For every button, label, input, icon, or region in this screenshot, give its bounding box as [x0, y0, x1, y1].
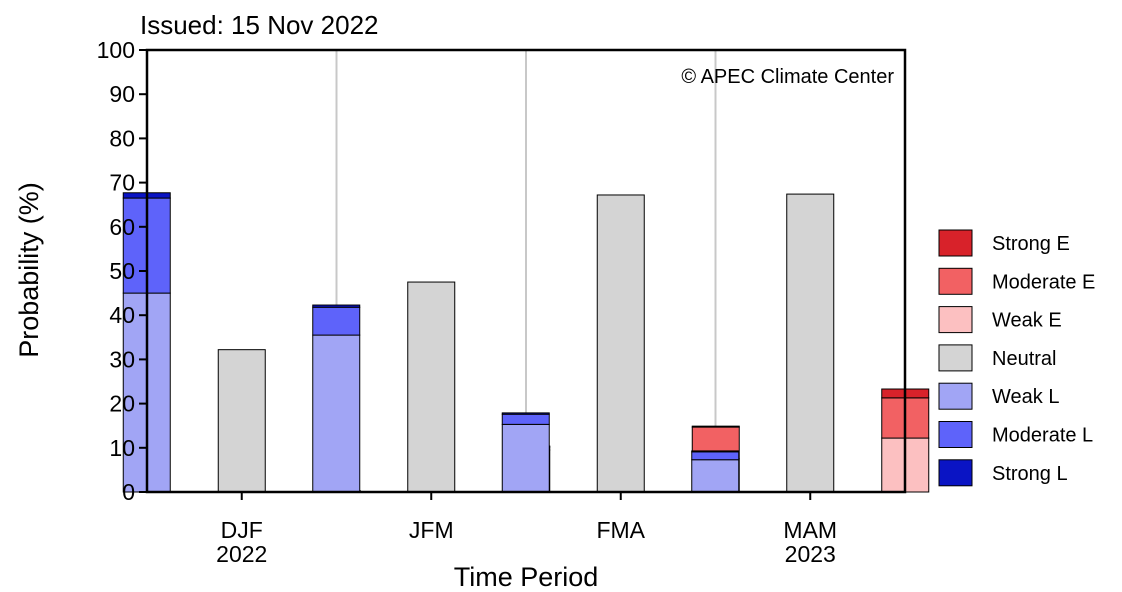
- bar-moderate-l: [691, 451, 740, 461]
- y-tick-label: 10: [109, 435, 135, 461]
- copyright-notice: © APEC Climate Center: [681, 66, 894, 88]
- legend-label: Moderate E: [992, 271, 1095, 293]
- bar-moderate-l: [501, 413, 550, 425]
- issued-date: Issued: 15 Nov 2022: [140, 10, 379, 40]
- y-tick-label: 20: [109, 391, 135, 417]
- legend-swatch-strong-e: [938, 229, 973, 257]
- legend-swatch-weak-e: [938, 306, 973, 334]
- y-tick-label: 0: [122, 479, 135, 505]
- bar-weak-l: [501, 423, 550, 493]
- x-tick-label-year: 2022: [216, 541, 267, 567]
- y-tick-label: 60: [109, 214, 135, 240]
- bar-weak-l: [312, 334, 361, 493]
- legend: Strong E Moderate E Weak E Neutral Weak L Mod…: [938, 229, 1095, 487]
- x-tick-label: FMA: [596, 517, 645, 543]
- legend-label: Strong E: [992, 233, 1070, 255]
- legend-label: Strong L: [992, 463, 1068, 485]
- legend-label: Neutral: [992, 348, 1056, 370]
- x-axis-title: Time Period: [454, 562, 599, 592]
- legend-swatch-moderate-l: [938, 421, 973, 448]
- legend-swatch-weak-l: [938, 382, 973, 410]
- legend-swatch-moderate-e: [938, 267, 973, 295]
- x-tick-label-year: 2023: [785, 541, 836, 567]
- legend-swatch-neutral: [938, 344, 973, 372]
- bar-strong-e: [691, 425, 740, 428]
- legend-label: Moderate L: [992, 425, 1093, 447]
- bar-neutral: [407, 281, 456, 493]
- y-tick-label: 80: [109, 125, 135, 151]
- y-tick-label: 40: [109, 302, 135, 328]
- x-tick-label: MAM: [783, 517, 837, 543]
- x-tick-label: JFM: [409, 517, 454, 543]
- bar-neutral: [786, 193, 835, 493]
- bar-weak-l: [691, 459, 740, 493]
- bar-strong-l: [312, 304, 361, 308]
- legend-label: Weak L: [992, 386, 1059, 408]
- bar-strong-l: [501, 412, 550, 415]
- y-tick-label: 100: [97, 37, 135, 63]
- x-tick-label: DJF: [221, 517, 263, 543]
- y-tick-label: 50: [109, 258, 135, 284]
- y-tick-label: 30: [109, 346, 135, 372]
- y-tick-label: 70: [109, 170, 135, 196]
- bar-neutral: [596, 194, 645, 493]
- y-axis-title: Probability (%): [14, 182, 44, 358]
- bar-neutral: [217, 349, 266, 493]
- plot-frame: [145, 48, 907, 494]
- bar-moderate-l: [312, 306, 361, 336]
- legend-swatch-strong-l: [938, 459, 973, 487]
- legend-label: Weak E: [992, 310, 1062, 332]
- bar-strong-l: [691, 450, 740, 453]
- y-tick-label: 90: [109, 81, 135, 107]
